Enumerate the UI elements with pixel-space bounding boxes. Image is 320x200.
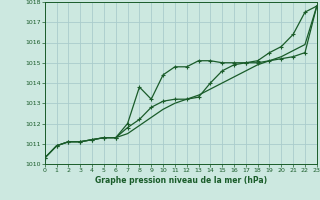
X-axis label: Graphe pression niveau de la mer (hPa): Graphe pression niveau de la mer (hPa) (95, 176, 267, 185)
